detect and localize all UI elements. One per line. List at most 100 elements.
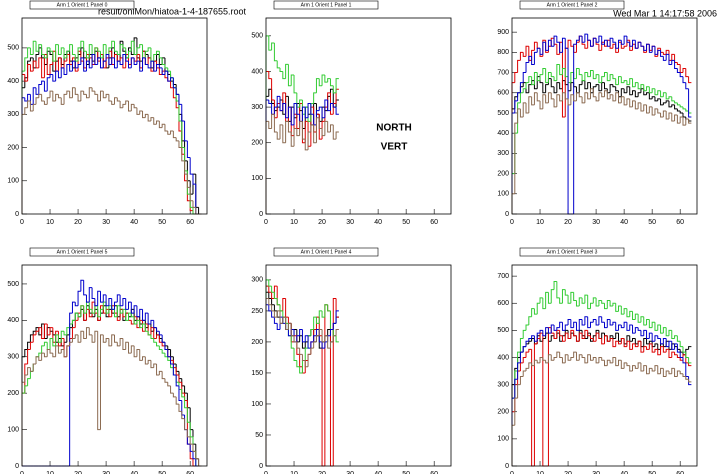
x-tick-label: 40 [374, 471, 382, 474]
histogram-bin [660, 50, 664, 57]
histogram-bin [99, 90, 104, 102]
histogram-bin [662, 346, 667, 353]
x-tick-label: 50 [158, 219, 166, 226]
histogram-bin [634, 40, 639, 49]
histogram-bin [35, 327, 39, 332]
histogram-bin [321, 329, 325, 343]
histogram-bin [519, 51, 524, 61]
histogram-bin [671, 104, 675, 107]
histogram-bin [528, 316, 532, 325]
histogram-bin [290, 107, 295, 126]
histogram-bin [637, 340, 641, 347]
histogram-bin [24, 385, 28, 394]
histogram-bin [153, 117, 157, 125]
histogram-bin [32, 87, 37, 105]
x-tick-label: 30 [592, 471, 600, 474]
histogram-bin [164, 378, 168, 383]
histogram-bin [539, 74, 543, 81]
histogram-bin [550, 354, 555, 361]
histogram-bin [102, 44, 107, 58]
y-tick-label: 300 [251, 277, 263, 284]
histogram-bin [167, 71, 171, 82]
file-name: result/onlMon/hiatoa-1-4-187655.root [98, 6, 247, 16]
y-tick-label: 100 [251, 401, 263, 408]
histogram-bin [46, 323, 51, 336]
histogram-bin [150, 117, 154, 121]
histogram-bin [660, 90, 664, 98]
histogram-bin [27, 341, 31, 350]
histogram-bin [24, 348, 28, 357]
histogram-bin [533, 308, 538, 315]
histogram-bin [32, 330, 37, 335]
histogram-bin [578, 297, 583, 306]
histogram-bin [517, 384, 521, 399]
histogram-bin [310, 124, 314, 133]
histogram-bin [654, 96, 658, 102]
y-tick-label: 300 [7, 111, 19, 118]
histogram-bin [618, 359, 622, 366]
histogram-bin [172, 77, 177, 89]
histogram-bin [536, 72, 541, 82]
histogram-bin [671, 330, 675, 340]
x-tick-label: 60 [430, 219, 438, 226]
histogram-bin [271, 310, 275, 318]
histogram-bin [116, 305, 121, 317]
histogram-bin [567, 354, 571, 361]
histogram-bin [559, 297, 563, 304]
histogram-bin [676, 354, 681, 358]
histogram-bin [522, 88, 527, 93]
histogram-bin [301, 121, 306, 140]
histogram-bin [595, 84, 599, 87]
histogram-bin [640, 330, 644, 337]
histogram-bin [609, 300, 613, 307]
y-tick-label: 100 [497, 436, 509, 443]
histogram-bin [307, 131, 311, 150]
histogram-bin [643, 316, 647, 326]
histogram-bin [547, 72, 552, 83]
histogram-bin [604, 39, 608, 45]
histogram-bin [80, 305, 84, 317]
histogram-bin [626, 362, 630, 367]
histogram-bin [578, 92, 583, 98]
histogram-bin [276, 298, 281, 306]
histogram-bin [547, 39, 552, 51]
histogram-bin [282, 298, 286, 311]
histogram-bin [676, 343, 681, 353]
histogram-bin [623, 338, 627, 348]
histogram-bin [612, 302, 616, 306]
histogram-bin [646, 86, 650, 91]
histogram-bin [587, 316, 591, 329]
histogram-bin [55, 70, 59, 82]
panel-title-box [519, 0, 625, 10]
histogram-bin [271, 286, 275, 293]
histogram-bin [553, 35, 557, 47]
histogram-bin [654, 322, 658, 331]
histogram-bin [682, 117, 686, 126]
histogram-bin [318, 329, 323, 336]
histogram-bin [531, 96, 535, 106]
histogram-bin [581, 333, 585, 340]
histogram-bin [49, 73, 53, 78]
histogram-bin [522, 329, 527, 339]
histogram-bin [589, 335, 594, 340]
histogram-bin [290, 323, 295, 337]
histogram-bin [575, 39, 580, 45]
histogram-bin [646, 330, 650, 340]
histogram-bin [133, 345, 137, 358]
histogram-bin [38, 93, 42, 98]
histogram-bin [184, 120, 188, 142]
histogram-bin [181, 104, 185, 122]
histogram-bin [142, 309, 146, 321]
histogram-bin [570, 82, 574, 91]
histogram-bin [643, 365, 647, 372]
histogram-bin [640, 102, 644, 112]
histogram-bin [660, 338, 664, 345]
histogram-bin [665, 110, 669, 120]
histogram-bin [55, 345, 59, 357]
histogram-bin [142, 356, 146, 361]
histogram-bin [651, 88, 655, 93]
histogram-bin [646, 104, 650, 114]
histogram-bin [519, 108, 524, 118]
histogram-bin [618, 324, 622, 331]
histogram-bin [595, 297, 599, 307]
